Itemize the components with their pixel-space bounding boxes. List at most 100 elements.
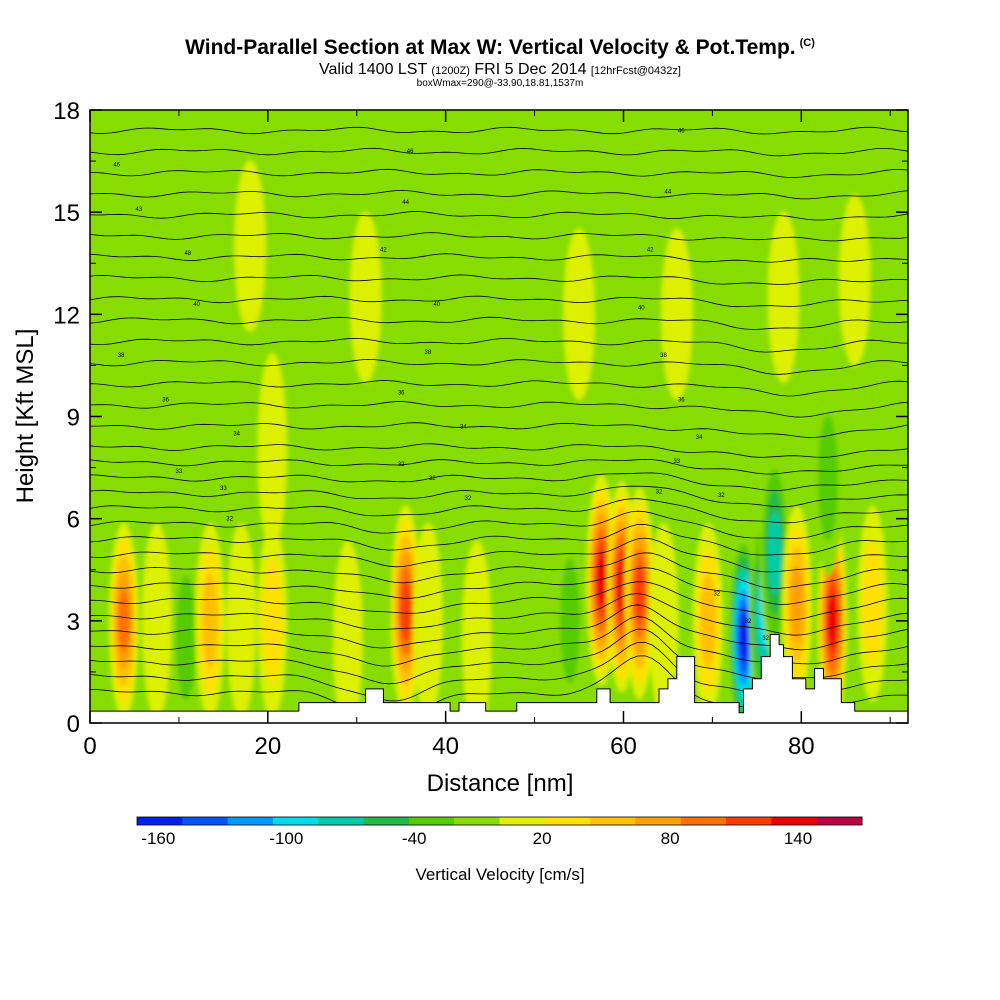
- isentrope-labels: 46 43 48 40 38 36 34 33 33 32 32 32 46 44 42 40 38 36 34 32…: [113, 128, 769, 642]
- velocity-cell: [257, 522, 288, 719]
- isentrope-label: 46: [678, 128, 685, 134]
- isentrope-label: 38: [660, 353, 667, 359]
- isentrope-label: 44: [665, 190, 672, 196]
- colorbar-tick-label: 20: [533, 829, 552, 848]
- chart-subtitle: Valid 1400 LST (1200Z) FRI 5 Dec 2014 [1…: [0, 61, 1000, 79]
- chart-title: Wind-Parallel Section at Max W: Vertical…: [0, 36, 1000, 60]
- isentrope-label: 38: [425, 350, 432, 356]
- isentrope-line: [90, 510, 908, 539]
- isentrope-label: 46: [407, 149, 414, 155]
- velocity-cell: [195, 522, 225, 719]
- y-tick-label: 9: [67, 405, 80, 432]
- isentrope-line: [90, 147, 908, 157]
- colorbar-tick-label: 80: [661, 829, 680, 848]
- isentrope-label: 32: [656, 489, 663, 495]
- colorbar-tick-label: -160: [141, 829, 175, 848]
- forecast-info: [12hrFcst@0432z]: [590, 65, 681, 77]
- box-wmax-note: boxWmax=290@-33.90,18.81,1537m: [416, 78, 584, 89]
- colorbar-swatch: [544, 817, 591, 825]
- colorbar-swatch: [227, 817, 274, 825]
- isentrope-line: [90, 485, 908, 508]
- velocity-cell: [767, 211, 800, 384]
- y-tick-label: 15: [53, 200, 80, 227]
- colorbar-tick-label: -100: [269, 829, 303, 848]
- isentrope-label: 34: [460, 425, 467, 431]
- velocity-cell: [817, 514, 848, 723]
- isentrope-label: 32: [398, 462, 405, 468]
- y-tick-label: 18: [53, 98, 80, 125]
- isentrope-line: [90, 567, 908, 605]
- velocity-cell: [332, 539, 363, 723]
- velocity-cell: [648, 522, 679, 719]
- potential-temperature-contours: [90, 126, 908, 718]
- terrain: [90, 634, 908, 723]
- colorbar-swatch: [771, 817, 818, 825]
- velocity-cell: [141, 522, 172, 719]
- isentrope-label: 36: [398, 391, 405, 397]
- isentrope-label: 46: [113, 163, 120, 169]
- colorbar-swatch: [182, 817, 229, 825]
- isentrope-label: 33: [176, 469, 183, 475]
- colorbar-tick-label: 140: [784, 829, 812, 848]
- isentrope-line: [90, 498, 908, 524]
- isentrope-line: [90, 401, 908, 418]
- isentrope-line: [90, 358, 908, 375]
- x-axis-label: Distance [nm]: [427, 770, 574, 797]
- isentrope-label: 32: [226, 517, 233, 523]
- isentrope-line: [90, 472, 908, 492]
- colorbar-swatch: [272, 817, 319, 825]
- velocity-cell: [563, 228, 595, 401]
- y-tick-label: 0: [67, 711, 80, 738]
- colorbar-swatch: [680, 817, 727, 825]
- colorbar-swatch: [137, 817, 183, 825]
- isentrope-line: [90, 380, 908, 397]
- copyright-mark: (C): [799, 37, 815, 49]
- colorbar-swatch: [454, 817, 500, 825]
- colorbar-swatch: [635, 817, 682, 825]
- isentrope-line: [90, 189, 908, 200]
- isentrope-label: 36: [162, 398, 169, 404]
- isentrope-label: 32: [745, 619, 752, 625]
- isentrope-line: [90, 523, 908, 556]
- isentrope-label: 40: [638, 306, 645, 312]
- colorbar-tick-label: -40: [402, 829, 427, 848]
- y-axis-label: Height [Kft MSL]: [12, 329, 39, 504]
- colorbar-swatch: [408, 817, 455, 825]
- isentrope-line: [90, 316, 908, 330]
- isentrope-label: 33: [220, 486, 227, 492]
- colorbar: -160 -100 -40 20 80 140: [136, 816, 863, 848]
- isentrope-line: [90, 552, 908, 589]
- title-text: Wind-Parallel Section at Max W: Vertical…: [185, 36, 796, 59]
- isentrope-label: 34: [696, 435, 703, 441]
- isentrope-label: 34: [233, 432, 240, 438]
- colorbar-swatch: [816, 817, 863, 825]
- isentrope-line: [90, 593, 908, 636]
- velocity-cell: [555, 522, 586, 719]
- velocity-cell: [226, 522, 257, 719]
- velocity-cell: [171, 539, 201, 723]
- velocity-cell: [108, 522, 139, 719]
- velocity-cell: [781, 505, 812, 702]
- y-tick-label: 3: [67, 609, 80, 636]
- isentrope-line: [90, 422, 908, 438]
- valid-date: FRI 5 Dec 2014: [474, 61, 587, 78]
- isentrope-label: 32: [465, 496, 472, 502]
- colorbar-label: Vertical Velocity [cm/s]: [415, 865, 584, 884]
- isentrope-line: [90, 443, 908, 458]
- colorbar-swatch: [318, 817, 365, 825]
- velocity-cell: [390, 504, 421, 717]
- isentrope-line: [90, 274, 908, 285]
- isentrope-label: 32: [718, 493, 725, 499]
- velocity-cell: [461, 539, 492, 723]
- colorbar-frame: [136, 816, 863, 826]
- velocity-cell: [692, 522, 723, 719]
- isentrope-label: 40: [193, 302, 200, 308]
- colorbar-swatch: [499, 817, 546, 825]
- isentrope-line: [90, 458, 908, 475]
- isentrope-line: [90, 253, 908, 263]
- isentrope-line: [90, 581, 908, 621]
- isentrope-label: 48: [184, 251, 191, 257]
- velocity-cell: [234, 160, 266, 333]
